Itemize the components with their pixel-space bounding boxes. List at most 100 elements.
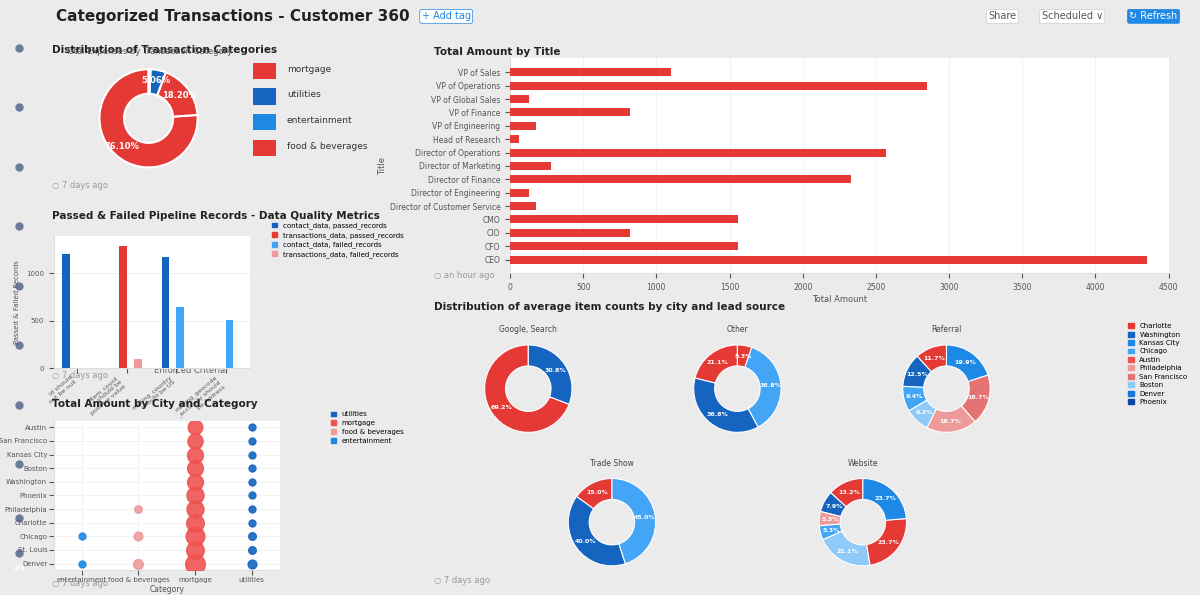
Point	[186, 464, 205, 473]
Bar	[510, 108, 630, 117]
Text: 7.9%: 7.9%	[826, 504, 842, 509]
Wedge shape	[820, 512, 841, 526]
Point	[242, 450, 262, 459]
Point	[128, 559, 148, 568]
Text: entertainment: entertainment	[287, 116, 353, 125]
Point	[186, 422, 205, 432]
Bar	[510, 68, 671, 76]
Wedge shape	[917, 345, 947, 372]
Bar	[510, 149, 886, 156]
Text: 2/3: 2/3	[13, 565, 25, 571]
Text: Share: Share	[989, 11, 1016, 21]
Bar	[510, 135, 518, 143]
Text: 9.4%: 9.4%	[906, 394, 924, 399]
Point	[242, 559, 262, 568]
Wedge shape	[612, 478, 655, 563]
Text: Distribution of Transaction Categories: Distribution of Transaction Categories	[52, 45, 277, 55]
Point	[242, 477, 262, 487]
Text: mortgage: mortgage	[287, 65, 331, 74]
Text: 21.1%: 21.1%	[836, 549, 858, 553]
Wedge shape	[576, 478, 612, 509]
Point	[242, 518, 262, 527]
Point	[128, 505, 148, 514]
Wedge shape	[863, 478, 906, 520]
Bar	[176, 306, 184, 368]
Text: 36.8%: 36.8%	[707, 412, 728, 417]
Title: Website: Website	[847, 459, 878, 468]
Bar	[253, 114, 276, 130]
Bar	[226, 320, 234, 368]
Bar	[510, 176, 851, 183]
Legend: Charlotte, Washington, Kansas City, Chicago, Austin, Philadelphia, San Francisco: Charlotte, Washington, Kansas City, Chic…	[1126, 320, 1190, 408]
Point	[186, 505, 205, 514]
Text: 11.7%: 11.7%	[924, 356, 946, 361]
Text: Enforced Criteria: Enforced Criteria	[155, 366, 226, 375]
Wedge shape	[830, 478, 863, 507]
Title: Total Expenses by Transaction Category: Total Expenses by Transaction Category	[65, 47, 232, 56]
Point	[186, 559, 205, 568]
Y-axis label: Title: Title	[378, 157, 386, 175]
Title: Other: Other	[726, 325, 749, 334]
Legend: contact_data, passed_records, transactions_data, passed_records, contact_data, f: contact_data, passed_records, transactio…	[269, 220, 407, 261]
Wedge shape	[737, 345, 751, 367]
Wedge shape	[694, 378, 758, 433]
Text: 69.2%: 69.2%	[491, 405, 512, 410]
Wedge shape	[821, 493, 846, 516]
Wedge shape	[695, 345, 737, 383]
Point	[72, 531, 91, 541]
Point	[186, 545, 205, 555]
Point	[186, 477, 205, 487]
X-axis label: Category: Category	[149, 585, 185, 594]
Text: 5.3%: 5.3%	[734, 354, 751, 359]
Text: 36.8%: 36.8%	[760, 384, 781, 389]
Bar	[510, 242, 738, 250]
Text: ○ 7 days ago: ○ 7 days ago	[52, 579, 108, 588]
Text: 18.7%: 18.7%	[940, 419, 961, 424]
Title: Referral: Referral	[931, 325, 961, 334]
Wedge shape	[908, 400, 936, 428]
Wedge shape	[569, 496, 625, 566]
Point	[186, 491, 205, 500]
Text: ↻ Refresh: ↻ Refresh	[1129, 11, 1177, 21]
Point	[186, 450, 205, 459]
Point	[242, 464, 262, 473]
Text: 15.0%: 15.0%	[586, 490, 608, 496]
Wedge shape	[947, 345, 988, 381]
Text: utilities: utilities	[287, 90, 320, 99]
Point	[242, 531, 262, 541]
Text: 5.06%: 5.06%	[142, 76, 170, 85]
Wedge shape	[961, 375, 990, 422]
Text: 18.7%: 18.7%	[967, 395, 989, 400]
Bar	[510, 215, 738, 224]
Point	[186, 436, 205, 446]
Text: ○ 7 days ago: ○ 7 days ago	[52, 181, 108, 190]
Point	[128, 531, 148, 541]
Wedge shape	[745, 347, 781, 427]
Bar	[120, 246, 127, 368]
Y-axis label: Passed & Failed Records: Passed & Failed Records	[14, 260, 20, 344]
Text: Passed & Failed Pipeline Records - Data Quality Metrics: Passed & Failed Pipeline Records - Data …	[52, 211, 380, 221]
Wedge shape	[100, 69, 198, 167]
Point	[186, 531, 205, 541]
Bar	[510, 82, 928, 90]
Point	[242, 436, 262, 446]
Point	[72, 559, 91, 568]
Text: + Add tag: + Add tag	[421, 11, 470, 21]
Bar	[510, 122, 535, 130]
Text: ○ 7 days ago: ○ 7 days ago	[434, 576, 490, 585]
Text: 19.9%: 19.9%	[955, 359, 977, 365]
Wedge shape	[902, 386, 926, 411]
Bar	[510, 202, 535, 210]
Text: Distribution of average item counts by city and lead source: Distribution of average item counts by c…	[434, 302, 785, 312]
Title: Google, Search: Google, Search	[499, 325, 557, 334]
Text: Scheduled ∨: Scheduled ∨	[1042, 11, 1103, 21]
Wedge shape	[928, 406, 976, 433]
Text: 40.0%: 40.0%	[575, 539, 596, 544]
Bar	[510, 256, 1147, 264]
Text: Categorized Transactions - Customer 360: Categorized Transactions - Customer 360	[56, 9, 409, 24]
Bar	[253, 89, 276, 105]
Text: 30.8%: 30.8%	[545, 368, 566, 372]
Wedge shape	[823, 531, 870, 566]
Text: 12.5%: 12.5%	[906, 372, 928, 377]
Text: Total Amount by City and Category: Total Amount by City and Category	[52, 399, 258, 409]
